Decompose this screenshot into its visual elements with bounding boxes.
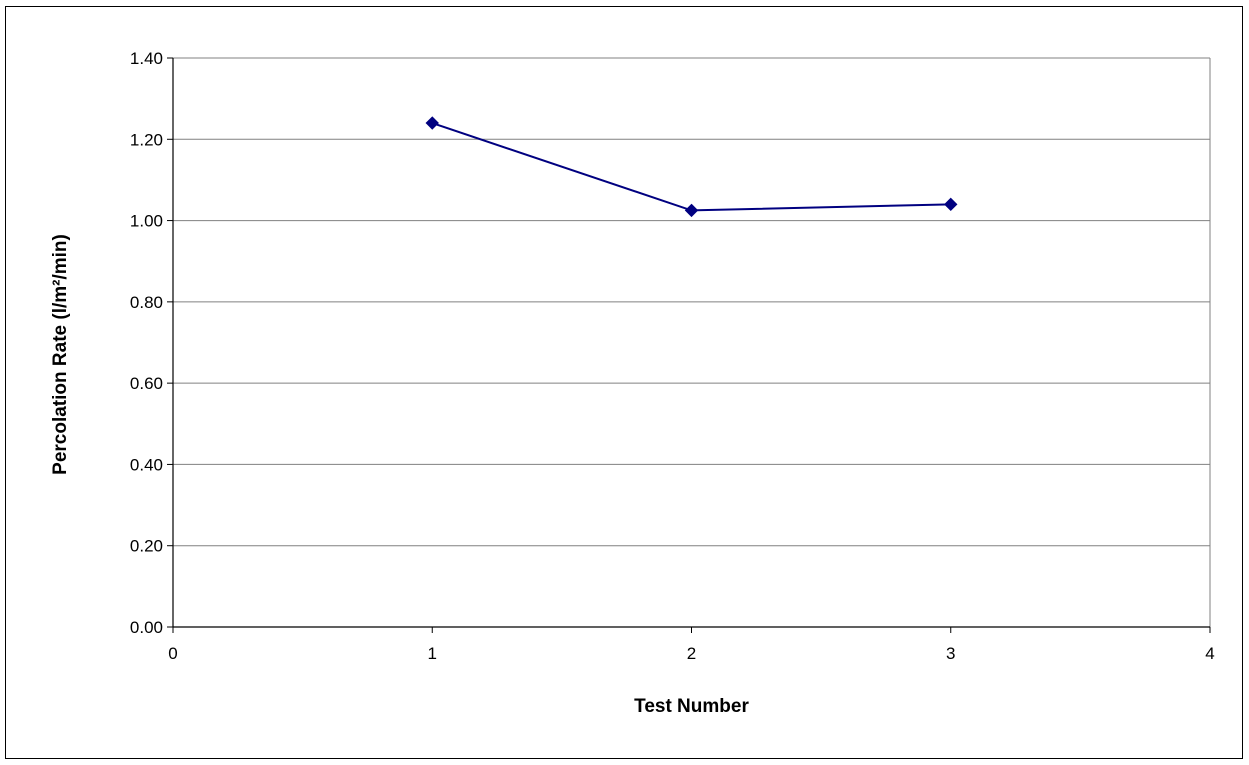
data-point-marker <box>944 197 958 212</box>
y-axis-title: Percolation Rate (l/m²/min) <box>50 234 71 475</box>
x-axis-ticks: 0 1 2 3 4 <box>168 627 1215 663</box>
y-tick-label: 0.20 <box>130 537 163 556</box>
y-axis-ticks: 0.00 0.20 0.40 0.60 0.80 1.00 1.20 1.40 <box>130 49 173 637</box>
x-tick-label: 3 <box>946 644 955 663</box>
y-tick-label: 1.00 <box>130 212 163 231</box>
y-tick-label: 0.00 <box>130 618 163 637</box>
y-tick-label: 1.20 <box>130 130 163 149</box>
x-tick-label: 1 <box>428 644 437 663</box>
y-tick-label: 0.80 <box>130 293 163 312</box>
x-tick-label: 2 <box>687 644 696 663</box>
data-point-marker <box>425 116 439 130</box>
axes <box>172 58 1210 628</box>
x-tick-label: 4 <box>1205 644 1214 663</box>
series-line <box>431 122 951 212</box>
chart-frame <box>5 6 1243 759</box>
y-tick-label: 0.40 <box>130 455 163 474</box>
x-axis-title: Test Number <box>634 696 749 717</box>
data-point-marker <box>684 203 699 218</box>
y-tick-label: 0.60 <box>130 374 163 393</box>
series-layer <box>425 116 958 218</box>
gridlines <box>173 57 1211 627</box>
x-tick-label: 0 <box>168 644 177 663</box>
y-tick-label: 1.40 <box>130 49 163 68</box>
